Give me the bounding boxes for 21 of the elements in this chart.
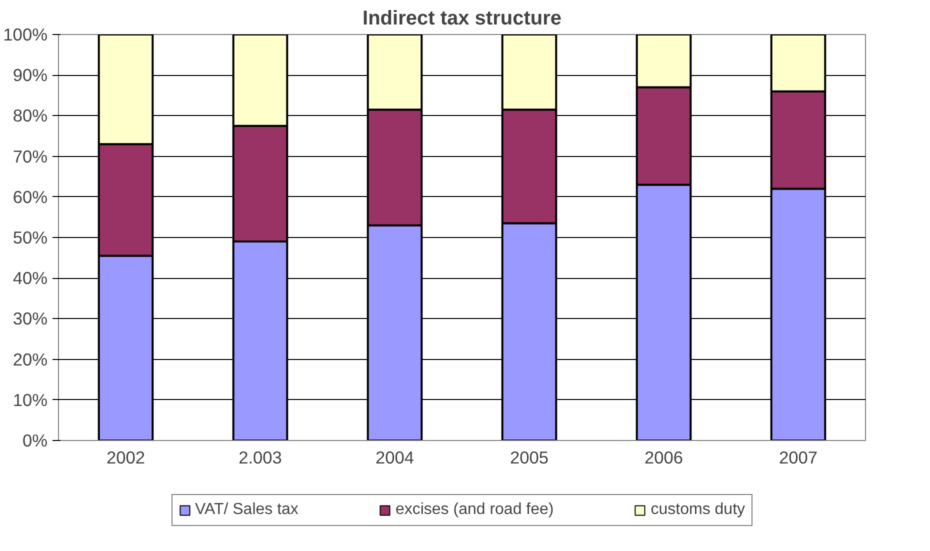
chart-title: Indirect tax structure <box>362 8 562 30</box>
y-tick-label: 100% <box>3 24 48 44</box>
y-tick-label: 50% <box>12 228 48 248</box>
y-tick-label: 60% <box>12 186 48 207</box>
y-tick-label: 40% <box>12 268 48 288</box>
x-tick-label: 2004 <box>375 448 414 468</box>
x-tick-label: 2.003 <box>238 448 282 468</box>
x-tick-label: 2006 <box>644 448 684 468</box>
y-tick-label: 10% <box>12 390 48 410</box>
y-tick-label: 30% <box>12 308 48 329</box>
x-tick-label: 2005 <box>510 448 549 468</box>
legend-label: customs duty <box>650 501 746 519</box>
y-tick-label: 20% <box>12 349 48 370</box>
legend-label: excises (and road fee) <box>395 501 554 519</box>
y-tick-label: 90% <box>12 65 48 86</box>
x-tick-label: 2002 <box>106 448 146 468</box>
y-tick-label: 70% <box>12 146 48 166</box>
legend-label: VAT/ Sales tax <box>194 501 298 519</box>
y-tick-label: 0% <box>22 430 48 450</box>
y-tick-label: 80% <box>12 106 48 126</box>
x-tick-label: 2007 <box>778 448 818 468</box>
